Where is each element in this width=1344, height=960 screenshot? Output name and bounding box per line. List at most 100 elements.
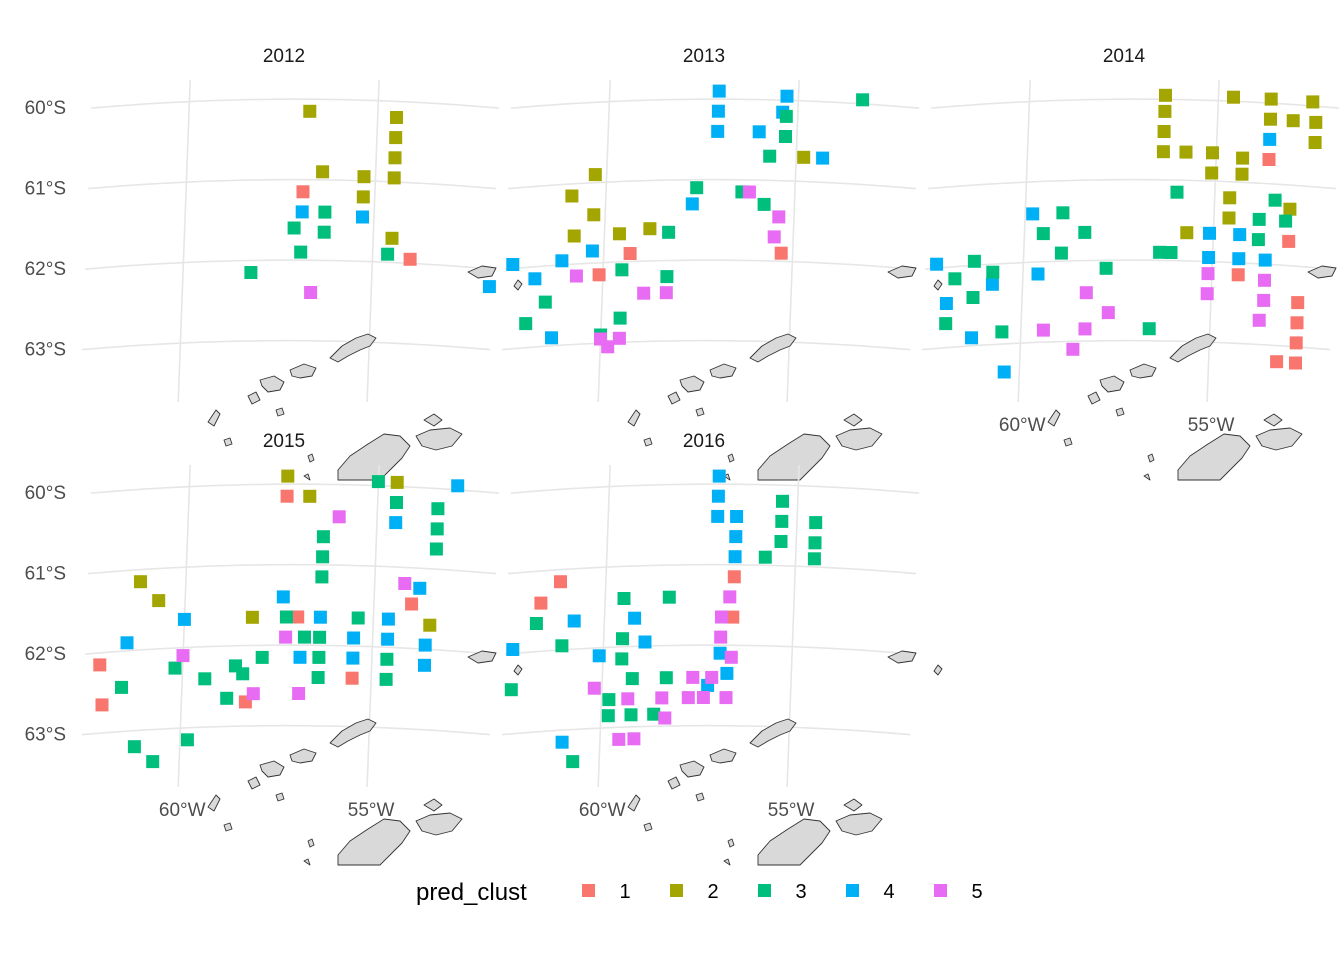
cluster-4-point — [555, 254, 569, 268]
cluster-3-point — [647, 707, 661, 721]
cluster-5-point — [655, 691, 669, 705]
latitude-gridline — [508, 178, 917, 190]
cluster-2-point — [281, 469, 295, 483]
cluster-1-point — [1262, 153, 1276, 166]
land-polygon — [667, 776, 681, 790]
longitude-tick-label: 60°W — [159, 800, 206, 821]
cluster-3-point — [1164, 246, 1178, 259]
cluster-4-point — [712, 469, 726, 483]
cluster-1-point — [1282, 234, 1296, 248]
cluster-4-point — [729, 530, 743, 544]
cluster-3-point — [967, 254, 981, 268]
land-polygon — [1099, 375, 1125, 393]
cluster-5-point — [612, 331, 626, 345]
cluster-3-point — [255, 650, 269, 664]
cluster-5-point — [724, 650, 738, 664]
cluster-5-point — [1200, 287, 1214, 301]
longitude-gridline — [786, 464, 800, 788]
cluster-3-point — [127, 740, 141, 754]
cluster-3-point — [430, 522, 444, 536]
cluster-3-point — [318, 205, 332, 219]
cluster-5-point — [1101, 306, 1115, 320]
cluster-2-point — [1308, 136, 1322, 149]
cluster-5-point — [715, 610, 728, 624]
cluster-3-point — [351, 611, 365, 625]
cluster-5-point — [1078, 322, 1092, 336]
cluster-4-point — [381, 612, 395, 626]
latitude-gridline — [91, 98, 500, 109]
latitude-tick-label: 60°S — [25, 98, 66, 119]
cluster-4-point — [712, 84, 726, 98]
land-polygon — [329, 333, 377, 363]
cluster-2-point — [303, 489, 317, 503]
cluster-2-point — [1309, 115, 1323, 129]
facet-title-2015: 2015 — [263, 431, 305, 452]
latitude-tick-label: 60°S — [25, 483, 66, 504]
longitude-gridline — [597, 464, 611, 788]
cluster-4-point — [295, 205, 309, 219]
land-polygon — [415, 812, 463, 836]
cluster-4-point — [418, 658, 431, 672]
cluster-1-point — [1289, 336, 1303, 350]
legend-label-3: 3 — [795, 881, 806, 903]
cluster-3-point — [757, 197, 771, 211]
land-polygon — [627, 794, 641, 812]
cluster-2-point — [587, 208, 601, 222]
cluster-3-point — [1078, 225, 1092, 239]
cluster-5-point — [723, 590, 737, 604]
land-polygon — [643, 822, 653, 832]
cluster-4-point — [780, 89, 794, 103]
cluster-2-point — [1205, 166, 1219, 180]
legend-title: pred_clust — [416, 879, 527, 906]
longitude-gridline — [597, 79, 611, 403]
cluster-5-point — [705, 670, 719, 684]
cluster-3-point — [1142, 322, 1156, 336]
cluster-3-point — [659, 671, 673, 685]
cluster-2-point — [1180, 226, 1194, 240]
cluster-4-point — [997, 365, 1011, 379]
cluster-3-point — [808, 536, 822, 550]
cluster-5-point — [627, 732, 641, 746]
land-polygon — [307, 453, 315, 463]
latitude-gridline — [925, 259, 1334, 270]
cluster-2-point — [356, 190, 370, 204]
cluster-2-point — [1222, 211, 1236, 225]
latitude-gridline — [85, 259, 494, 270]
cluster-5-point — [686, 670, 700, 684]
land-polygon — [1087, 391, 1101, 405]
cluster-4-point — [628, 611, 642, 625]
land-polygon — [627, 409, 641, 427]
cluster-1-point — [95, 698, 109, 712]
cluster-5-point — [1252, 313, 1266, 327]
land-polygon — [303, 473, 311, 481]
cluster-4-point — [930, 257, 944, 271]
cluster-1-point — [774, 246, 788, 260]
land-polygon — [1263, 413, 1283, 427]
cluster-4-point — [567, 614, 581, 628]
cluster-5-point — [304, 286, 318, 299]
cluster-4-point — [276, 590, 290, 604]
legend-key-2 — [670, 884, 683, 897]
cluster-1-point — [1289, 356, 1302, 370]
facet-panel-2015: 2015 60°S 61°S 62°S 63°S 60°W 55°W — [25, 431, 523, 866]
cluster-3-point — [625, 672, 639, 686]
land-polygon — [513, 664, 523, 676]
land-polygon — [727, 453, 735, 463]
cluster-3-point — [807, 552, 821, 566]
cluster-4-point — [1026, 207, 1040, 221]
cluster-3-point — [311, 671, 325, 684]
cluster-2-point — [245, 610, 259, 624]
cluster-4-point — [347, 631, 361, 645]
land-polygon — [667, 391, 681, 405]
cluster-4-point — [939, 297, 953, 310]
cluster-1-point — [727, 570, 741, 584]
land-polygon — [275, 407, 285, 417]
cluster-2-point — [1264, 112, 1277, 126]
land-polygon — [307, 838, 315, 848]
latitude-tick-label: 62°S — [25, 644, 66, 665]
cluster-5-point — [742, 185, 756, 199]
land-polygon — [679, 760, 705, 778]
latitude-gridline — [502, 724, 911, 736]
cluster-2-point — [423, 618, 437, 632]
